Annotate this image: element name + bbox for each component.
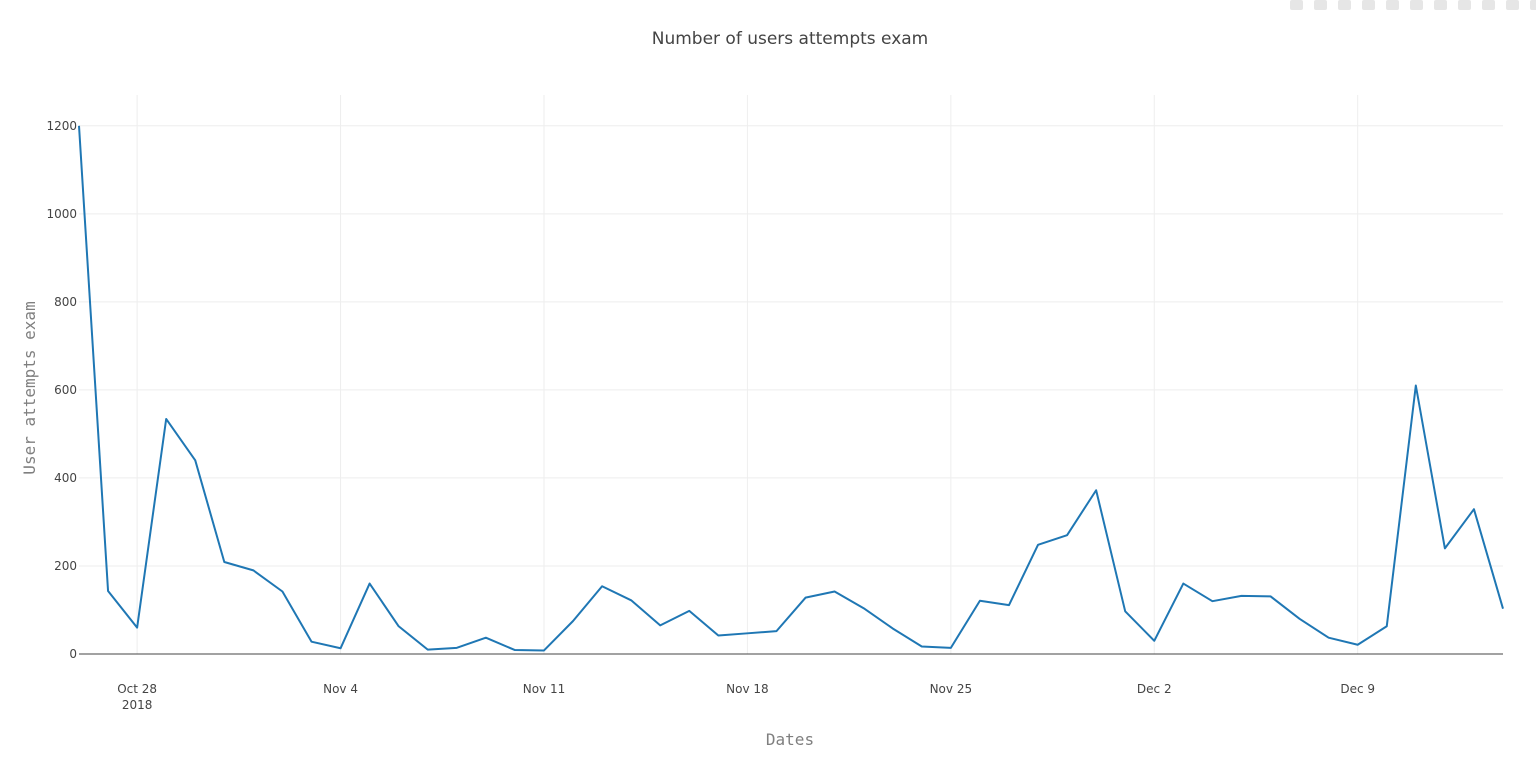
modebar[interactable] (1290, 0, 1536, 10)
x-tick-label: Nov 18 (726, 682, 769, 696)
x-tick-label: Dec 2 (1137, 682, 1172, 696)
hover-icon[interactable] (1530, 0, 1536, 10)
x-tick-label: Nov 25 (930, 682, 973, 696)
spike-icon[interactable] (1506, 0, 1519, 10)
y-tick-label: 800 (54, 295, 77, 309)
x-gridlines (136, 95, 1359, 654)
y-gridlines (79, 125, 1503, 567)
chart-title: Number of users attempts exam (652, 29, 929, 49)
box-select-icon[interactable] (1362, 0, 1375, 10)
x-tick-label: Oct 28 (117, 682, 157, 696)
zoom-icon[interactable] (1314, 0, 1327, 10)
x-tick-year-label: 2018 (122, 698, 153, 712)
x-tick-label: Nov 4 (323, 682, 358, 696)
autoscale-icon[interactable] (1458, 0, 1471, 10)
zoom-out-icon[interactable] (1434, 0, 1447, 10)
y-axis-title: User attempts exam (20, 301, 39, 474)
camera-icon[interactable] (1290, 0, 1303, 10)
x-axis-title: Dates (766, 730, 814, 749)
lasso-icon[interactable] (1386, 0, 1399, 10)
y-axis-ticks: 0 200 400 600 800 1000 1200 (46, 119, 77, 661)
y-tick-label: 600 (54, 383, 77, 397)
series-line (78, 125, 1504, 652)
x-tick-label: Dec 9 (1340, 682, 1375, 696)
y-tick-label: 200 (54, 559, 77, 573)
x-tick-label: Nov 11 (523, 682, 566, 696)
pan-icon[interactable] (1338, 0, 1351, 10)
y-tick-label: 1000 (46, 207, 77, 221)
x-axis-ticks: Oct 28 2018 Nov 4 Nov 11 Nov 18 Nov 25 Dec 2 De… (117, 682, 1375, 712)
y-tick-label: 0 (69, 647, 77, 661)
y-tick-label: 400 (54, 471, 77, 485)
zoom-in-icon[interactable] (1410, 0, 1423, 10)
reset-icon[interactable] (1482, 0, 1495, 10)
y-tick-label: 1200 (46, 119, 77, 133)
